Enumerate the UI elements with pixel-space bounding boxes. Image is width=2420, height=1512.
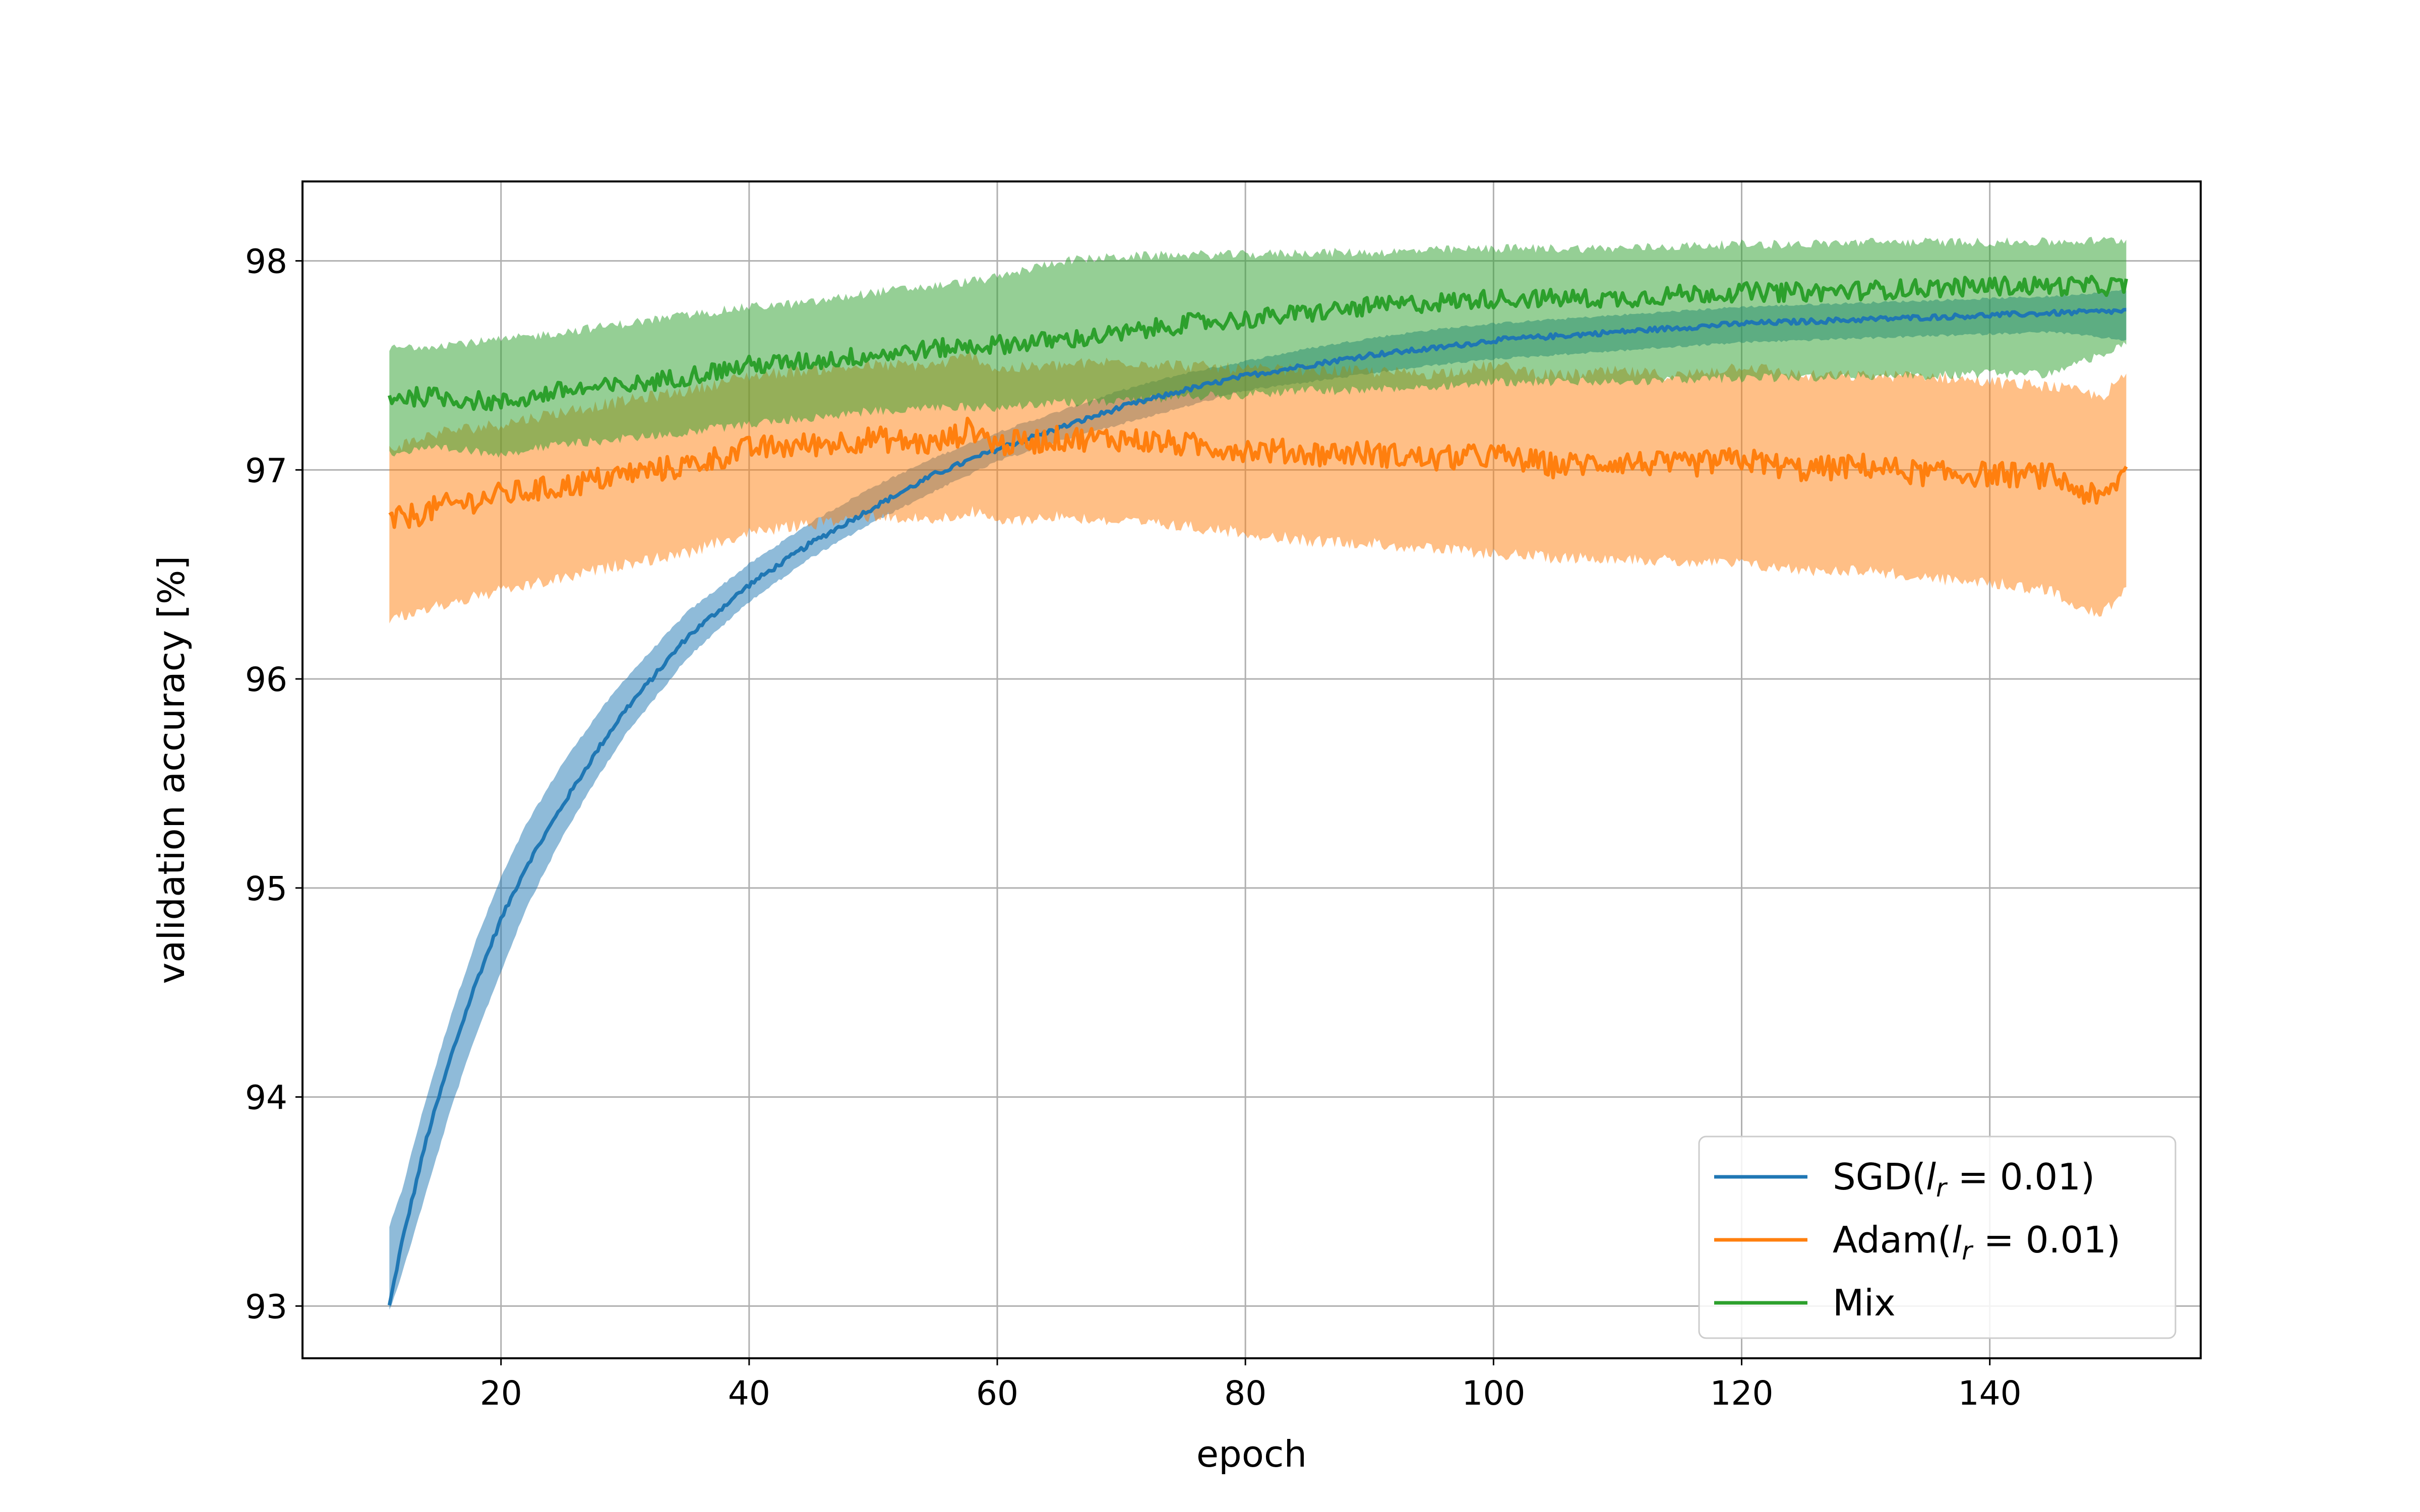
x-tick-label: 140 <box>1958 1374 2022 1413</box>
y-tick-label: 94 <box>245 1079 287 1117</box>
legend-var: l <box>1952 1219 1962 1261</box>
legend-var: l <box>1926 1156 1936 1198</box>
plot-frame <box>301 180 2202 1359</box>
legend-box <box>1698 1136 2176 1339</box>
x-tick-label: 120 <box>1710 1374 1774 1413</box>
legend-suffix: = 0.01) <box>1947 1156 2095 1198</box>
y-tick-label: 96 <box>245 660 287 699</box>
legend-prefix: Adam( <box>1833 1219 1952 1261</box>
x-tick-label: 80 <box>1224 1374 1266 1413</box>
y-tick-label: 93 <box>245 1287 287 1326</box>
y-tick-label: 98 <box>245 242 287 281</box>
x-axis-label: epoch <box>1196 1433 1307 1475</box>
series-line-2 <box>387 275 2128 412</box>
legend-prefix: Mix <box>1833 1282 1896 1324</box>
legend-suffix: = 0.01) <box>1972 1219 2121 1261</box>
legend-sub: r <box>1962 1236 1974 1266</box>
x-tick-label: 20 <box>480 1374 522 1413</box>
y-axis-label: validation accuracy [%] <box>150 556 193 984</box>
legend-sub: r <box>1936 1173 1948 1203</box>
axis-ticks: 20 40 60 80 100 120 140 93 94 95 96 97 98 <box>245 242 2022 1413</box>
x-tick-label: 100 <box>1462 1374 1525 1413</box>
legend-label-1: Adam(lr = 0.01) <box>1833 1219 2121 1266</box>
series-line-0 <box>387 307 2127 1306</box>
legend-label-0: SGD(lr = 0.01) <box>1833 1156 2095 1203</box>
legend: SGD(lr = 0.01)Adam(lr = 0.01)Mix <box>1698 1136 2176 1339</box>
y-tick-label: 95 <box>245 869 287 908</box>
band-0 <box>389 289 2127 1310</box>
series-line-1 <box>388 416 2128 529</box>
x-tick-label: 40 <box>728 1374 770 1413</box>
y-tick-label: 97 <box>245 451 287 490</box>
series-lines <box>387 275 2128 1306</box>
x-tick-label: 60 <box>976 1374 1018 1413</box>
legend-label-2: Mix <box>1833 1282 1896 1324</box>
legend-prefix: SGD( <box>1833 1156 1926 1198</box>
band-1 <box>389 351 2127 623</box>
